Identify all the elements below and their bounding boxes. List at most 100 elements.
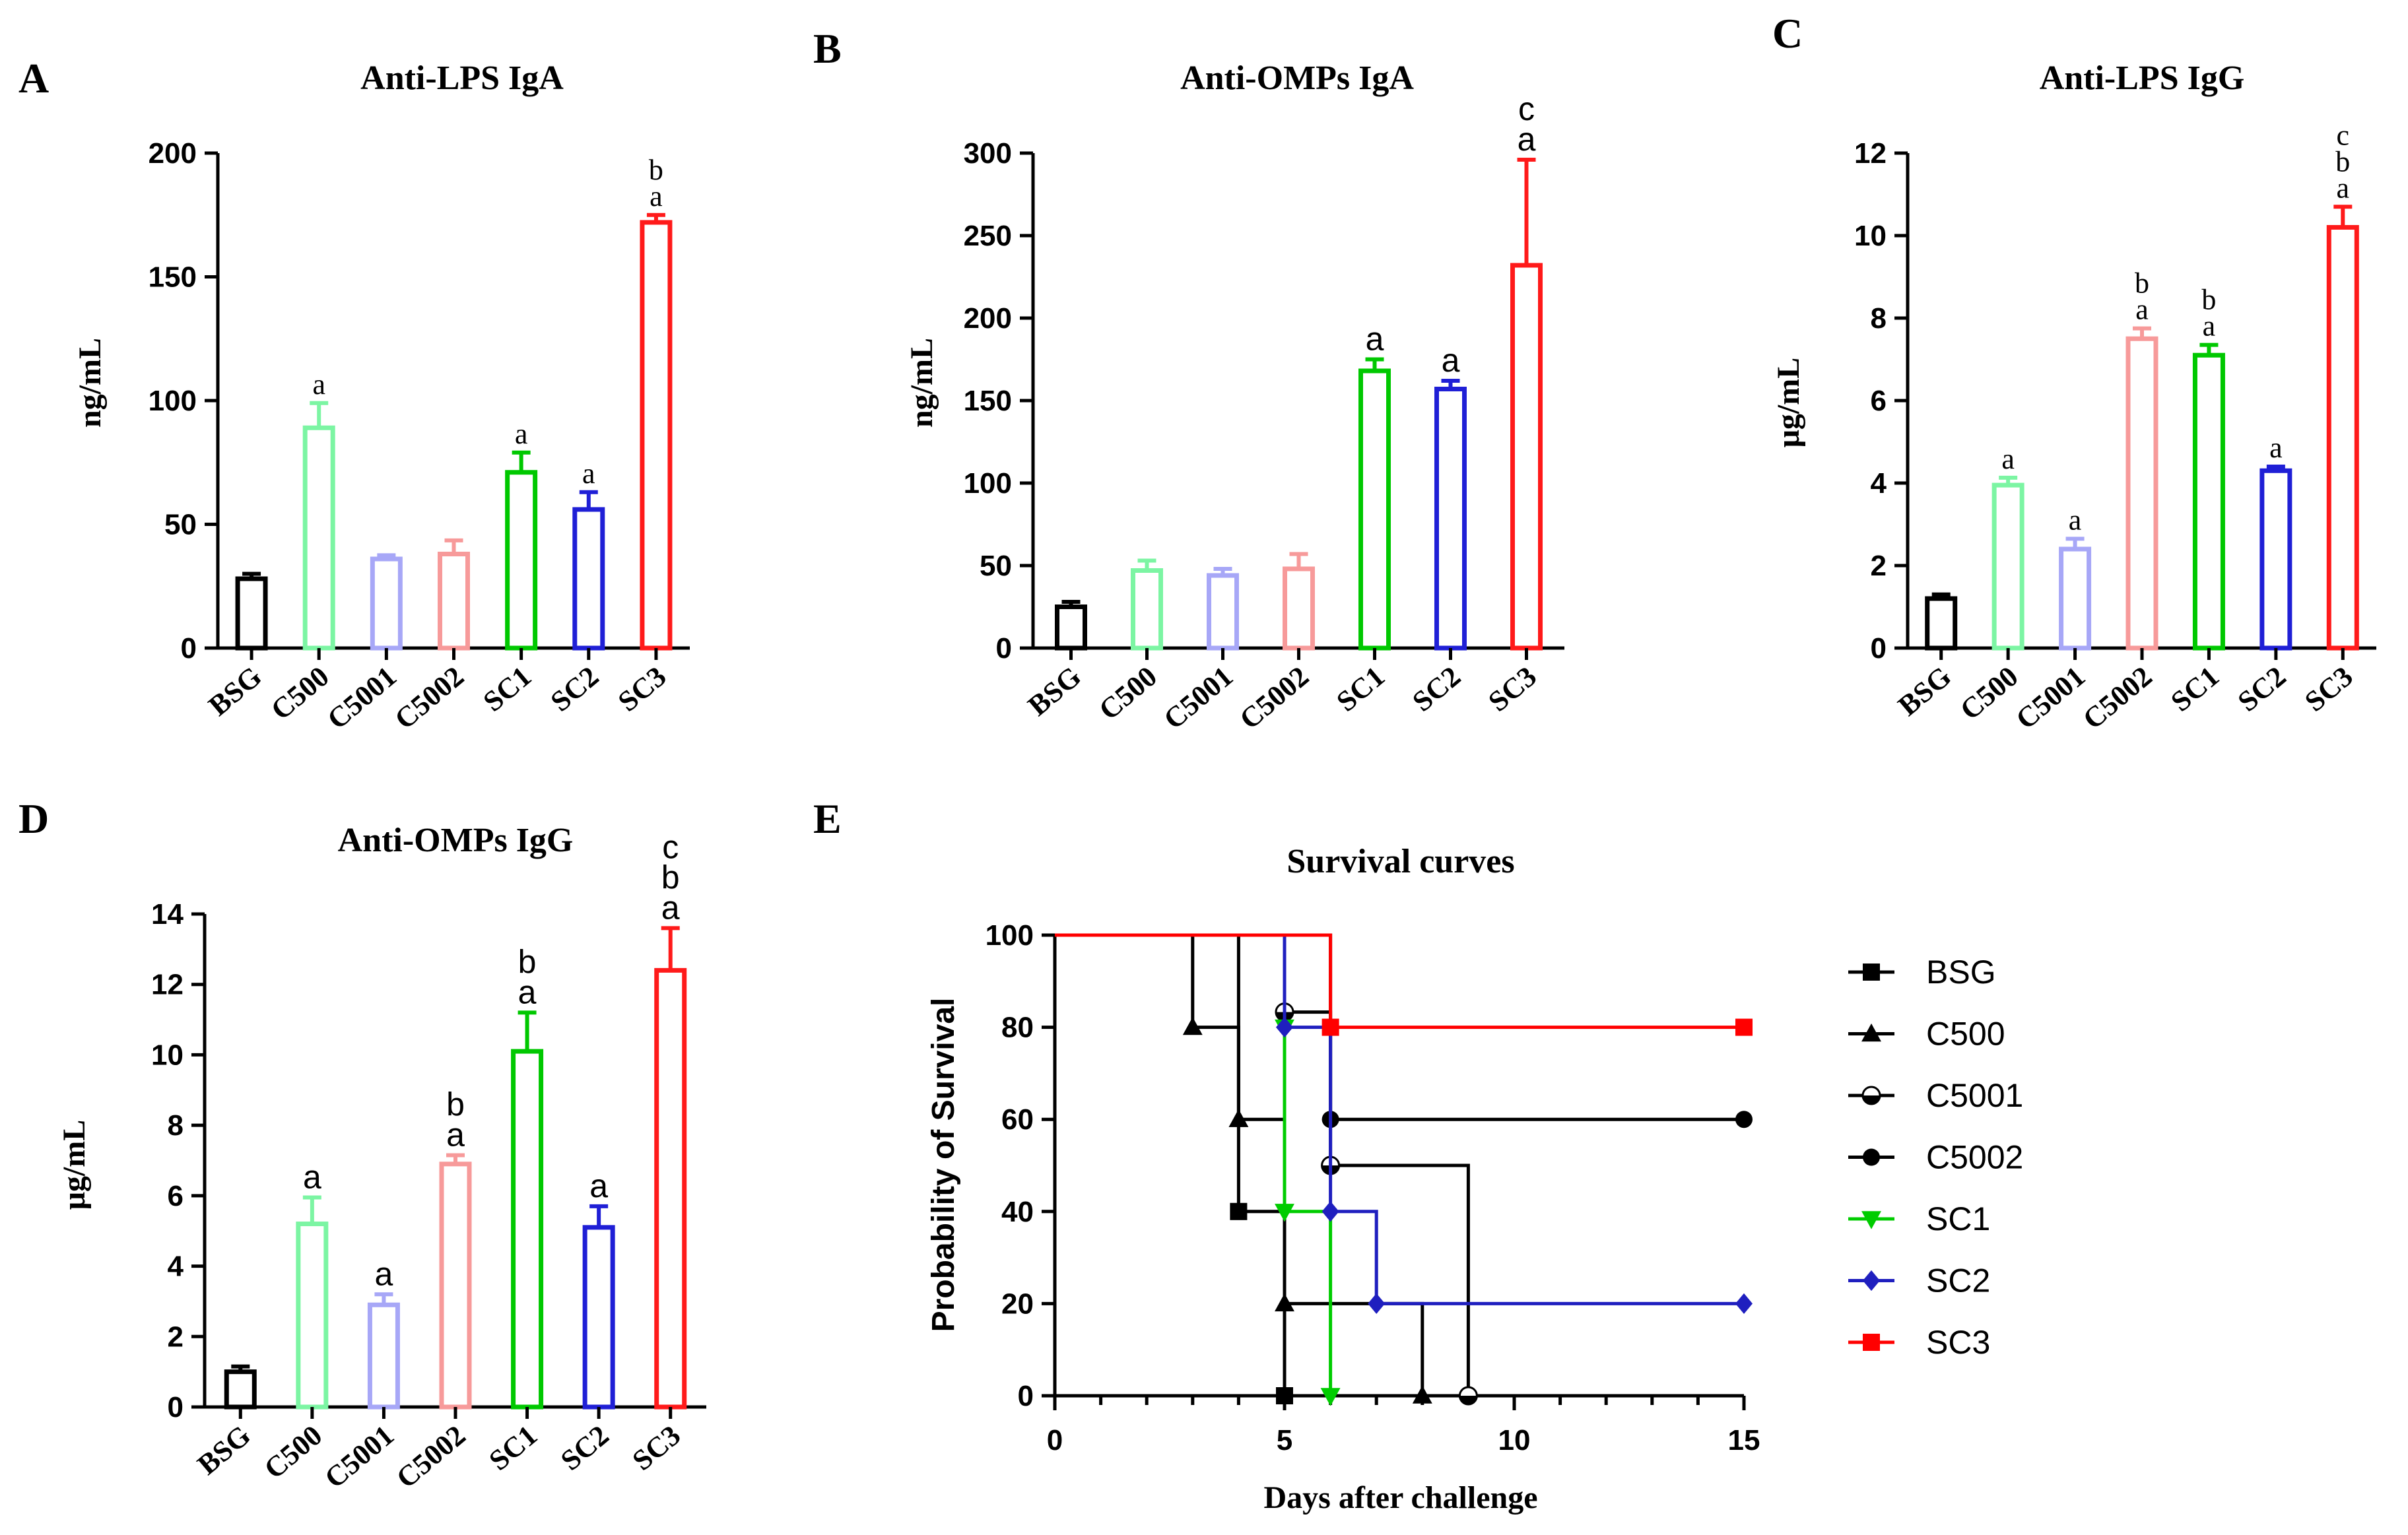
significance-letter: a [2069, 504, 2082, 536]
panel-letter: D [18, 795, 49, 842]
marker-triangle-down [1320, 1388, 1341, 1406]
bar-bsg [1925, 596, 1958, 651]
category-label: C500 [258, 1419, 328, 1485]
panel-letter: A [18, 55, 49, 102]
bar-c500 [296, 1222, 329, 1410]
marker-circle [1735, 1111, 1753, 1128]
category-label: SC3 [1482, 660, 1542, 718]
chart-e: E Survival curves Days after challenge Prob… [813, 795, 2023, 1515]
category-label: SC3 [2298, 660, 2358, 718]
legend-label: SC3 [1926, 1324, 1990, 1361]
marker-diamond [1276, 1017, 1293, 1038]
category-label: C5001 [2010, 660, 2091, 736]
bar-sc3 [1510, 263, 1543, 651]
x-tick-label: 10 [1498, 1424, 1531, 1456]
y-tick-label: 14 [151, 898, 184, 931]
survival-line [1055, 933, 1287, 1396]
significance-letter: a [1442, 342, 1460, 379]
chart-title: Survival curves [1287, 843, 1514, 880]
y-tick-label: 6 [168, 1180, 184, 1212]
marker-triangle-down [1275, 1204, 1294, 1222]
y-tick-label: 250 [964, 220, 1012, 252]
bar-c5002 [2125, 336, 2158, 651]
bar-bsg [235, 576, 268, 651]
marker-circle-half [1861, 1086, 1881, 1105]
y-tick-label: 0 [1018, 1380, 1034, 1412]
category-label: SC2 [554, 1419, 615, 1477]
y-tick-label: 4 [1871, 467, 1887, 500]
bar-sc1 [1358, 368, 1391, 651]
y-axis-label: Probability of Survival [926, 998, 961, 1332]
bar-sc3 [640, 220, 673, 651]
y-tick-label: 0 [181, 632, 197, 665]
y-axis-label: ng/mL [904, 338, 939, 428]
y-tick-label: 50 [164, 509, 197, 541]
significance-letter: a [650, 180, 663, 212]
marker-triangle-up [1275, 1293, 1294, 1312]
significance-letter: a [2269, 432, 2283, 464]
bar-sc2 [2259, 468, 2292, 651]
series-sc1 [1055, 933, 1341, 1406]
chart-d: D Anti-OMPs IgG μg/mL 0 2 4 6 8 10 12 14 BSG C500 a C5… [18, 795, 706, 1495]
marker-square [1863, 1334, 1880, 1351]
y-tick-label: 8 [1871, 302, 1887, 335]
significance-letter: a [515, 418, 528, 450]
category-label: SC3 [626, 1419, 686, 1477]
significance-letter: a [589, 1167, 608, 1204]
significance-letter: b [2335, 145, 2350, 178]
y-tick-label: 100 [986, 919, 1034, 952]
bar-sc3 [654, 967, 687, 1410]
legend-label: C5001 [1926, 1077, 2023, 1114]
y-tick-label: 150 [964, 385, 1012, 417]
marker-square [1230, 1202, 1248, 1220]
significance-letter: c [662, 828, 679, 865]
significance-letter: b [518, 943, 537, 980]
bar-sc1 [511, 1049, 544, 1410]
legend-label: C5002 [1926, 1139, 2023, 1176]
category-label: BSG [1022, 660, 1087, 722]
category-label: SC3 [612, 660, 672, 718]
significance-letter: b [446, 1086, 465, 1123]
significance-letter: a [582, 457, 595, 490]
significance-letter: b [2201, 284, 2216, 316]
significance-letter: a [661, 889, 680, 926]
series-bsg [1055, 933, 1293, 1404]
category-label: C5002 [1234, 660, 1315, 736]
legend-label: BSG [1926, 954, 1996, 991]
bar-c5001 [367, 1302, 400, 1410]
bar-c500 [1131, 568, 1163, 651]
legend-label: SC2 [1926, 1262, 1990, 1299]
chart-b: B Anti-OMPs IgA ng/mL 0 50 100 150 200 250 300 BSG… [813, 25, 1564, 736]
bar-sc2 [572, 507, 605, 651]
legend-label: SC1 [1926, 1200, 1990, 1237]
significance-letter: c [1518, 90, 1535, 127]
y-tick-label: 0 [168, 1391, 184, 1423]
y-tick-label: 100 [964, 467, 1012, 500]
category-label: C5001 [319, 1419, 400, 1495]
category-label: C5001 [321, 660, 403, 736]
y-tick-label: 40 [1001, 1196, 1034, 1228]
bar-c5002 [439, 1161, 472, 1410]
y-axis-label: μg/mL [1771, 358, 1806, 448]
bar-sc1 [505, 470, 538, 651]
series-c500 [1055, 933, 1432, 1404]
marker-triangle-up [1412, 1385, 1432, 1404]
marker-triangle-down [1861, 1211, 1881, 1229]
chart-title: Anti-LPS IgG [2040, 59, 2245, 97]
category-label: SC2 [1406, 660, 1466, 718]
category-label: C5002 [389, 660, 470, 736]
significance-letter: a [2001, 443, 2015, 475]
y-tick-label: 6 [1871, 385, 1887, 417]
bar-sc1 [2192, 352, 2225, 651]
significance-letter: a [1518, 121, 1536, 158]
y-axis-label: μg/mL [57, 1120, 92, 1210]
y-tick-label: 4 [168, 1251, 184, 1283]
category-label: C5002 [390, 1419, 471, 1495]
survival-line [1055, 933, 1744, 1029]
bar-sc2 [1434, 387, 1467, 651]
y-tick-label: 20 [1001, 1288, 1034, 1320]
y-tick-label: 2 [168, 1321, 184, 1353]
y-tick-label: 10 [151, 1039, 184, 1071]
significance-letter: a [312, 368, 325, 401]
bar-bsg [224, 1369, 257, 1410]
